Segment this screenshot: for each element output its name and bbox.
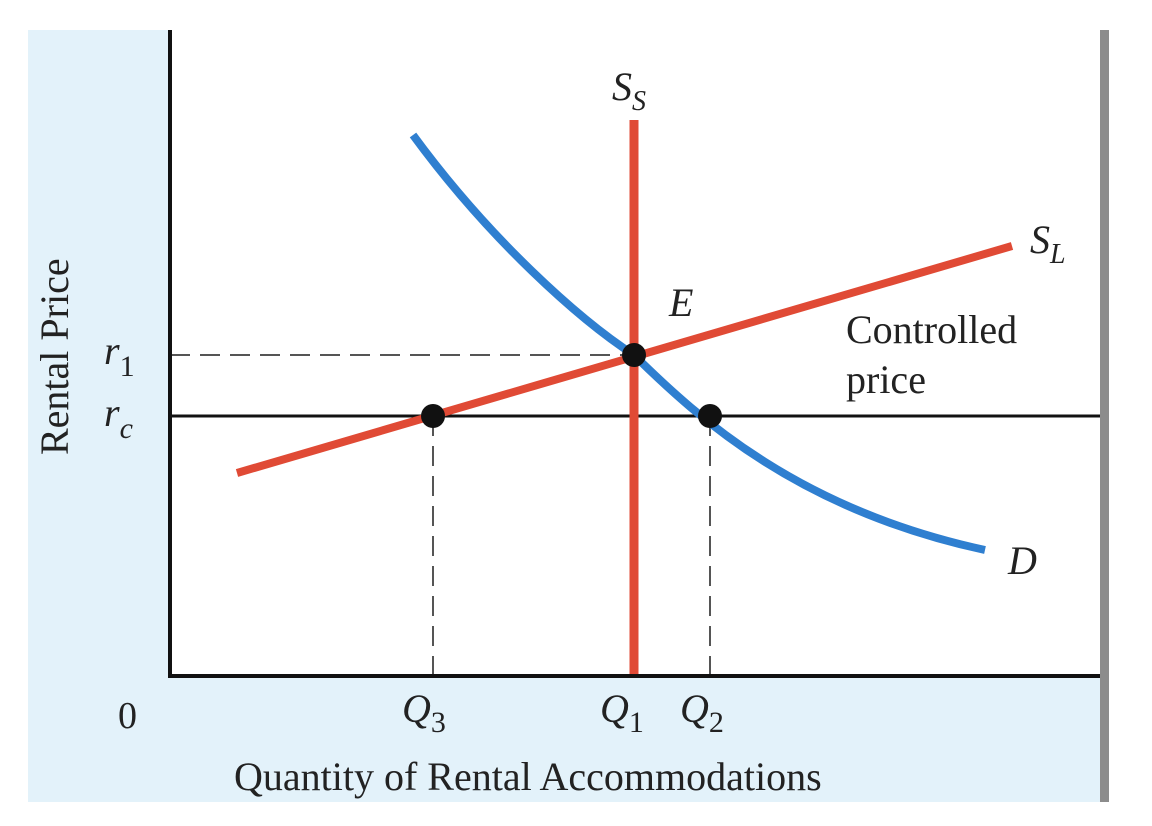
controlled-price-annotation-line2: price (846, 357, 926, 402)
q2-point (698, 404, 722, 428)
equilibrium-point (622, 343, 646, 367)
rc-label: rc (104, 390, 133, 445)
r1-label-base: r (104, 328, 120, 373)
short-run-supply-label: SS (612, 64, 646, 117)
long-run-supply-label-sub: L (1049, 239, 1066, 270)
background-bottom-panel (28, 676, 1102, 802)
q3-label: Q3 (402, 686, 446, 739)
q1-label: Q1 (600, 686, 644, 739)
rc-label-sub: c (120, 412, 133, 445)
origin-label: 0 (118, 695, 137, 737)
rc-label-base: r (104, 390, 120, 435)
short-run-supply-label-base: S (612, 64, 632, 109)
long-run-supply-label-base: S (1030, 217, 1050, 262)
q1-label-sub: 1 (629, 706, 644, 739)
q2-label-base: Q (680, 686, 709, 731)
x-axis-title: Quantity of Rental Accommodations (234, 754, 822, 799)
q1-label-base: Q (600, 686, 629, 731)
q2-label: Q2 (680, 686, 724, 739)
background-left-panel (28, 30, 170, 802)
r1-label: r1 (104, 328, 135, 383)
q3-label-sub: 3 (431, 706, 446, 739)
equilibrium-label: E (668, 280, 693, 325)
q3-point (421, 404, 445, 428)
y-axis-title: Rental Price (32, 258, 77, 455)
controlled-price-annotation-line1: Controlled (846, 307, 1017, 352)
r1-label-sub: 1 (120, 350, 135, 383)
demand-label: D (1007, 538, 1037, 583)
right-border (1100, 30, 1109, 802)
long-run-supply-label: SL (1030, 217, 1066, 270)
q3-label-base: Q (402, 686, 431, 731)
q2-label-sub: 2 (709, 706, 724, 739)
short-run-supply-label-sub: S (632, 86, 646, 117)
